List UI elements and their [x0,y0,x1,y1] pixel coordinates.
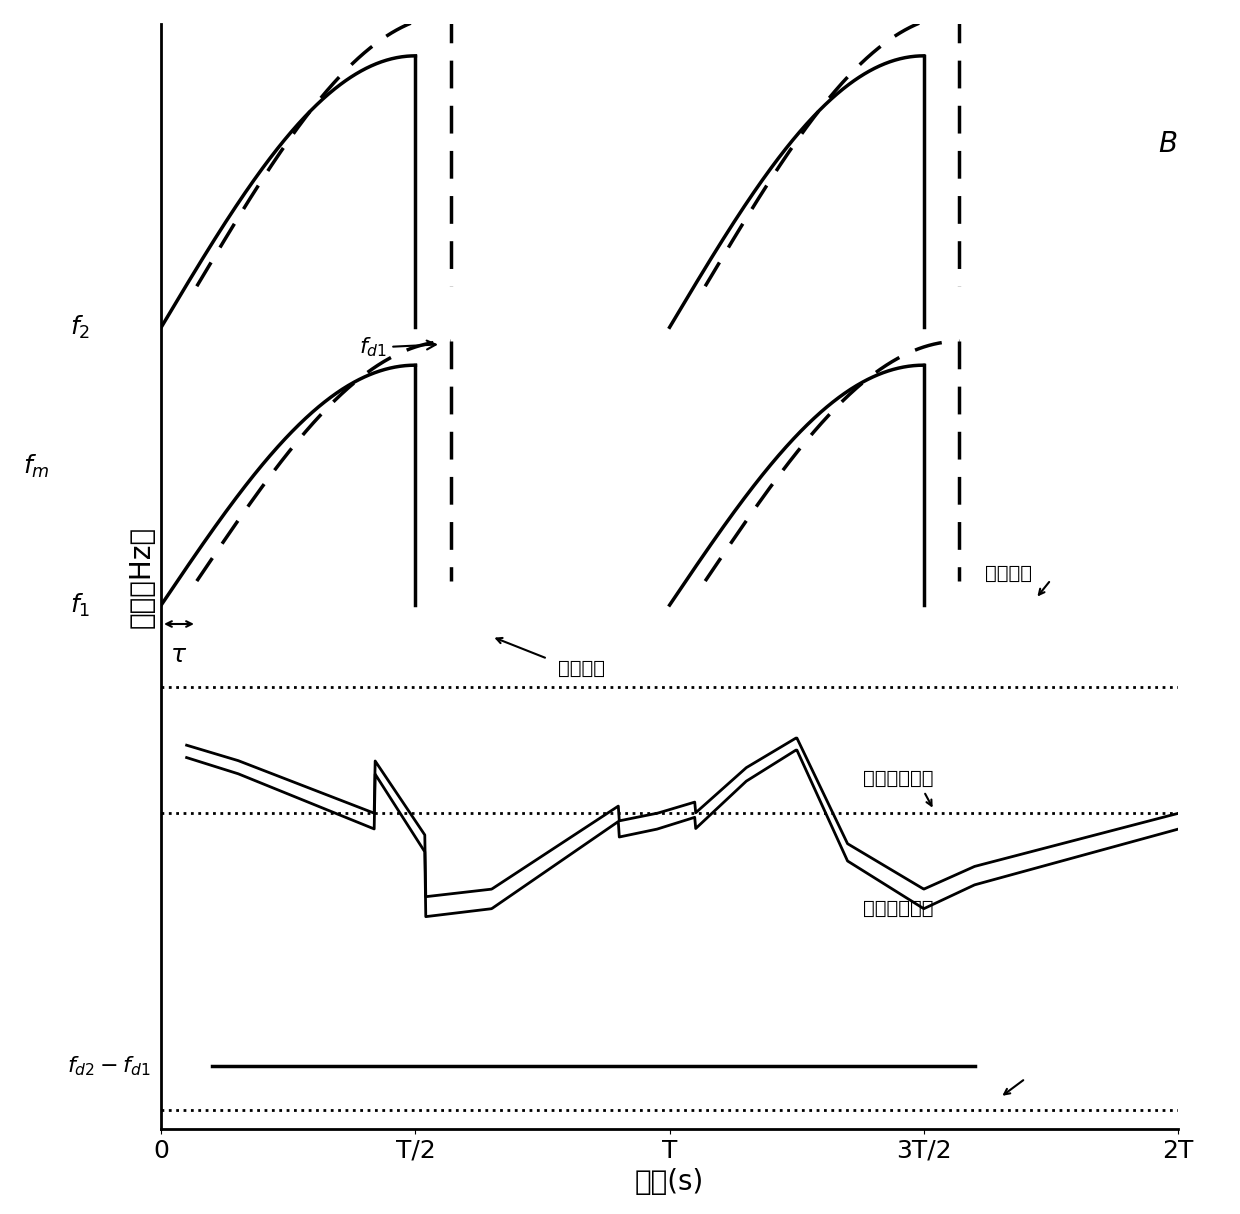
Text: 光学拍频信号: 光学拍频信号 [863,770,934,788]
Text: 发射信号: 发射信号 [558,659,605,677]
Text: $f_2$: $f_2$ [69,313,91,341]
Text: $f_{d2}-f_{d1}$: $f_{d2}-f_{d1}$ [67,1054,151,1078]
Text: $B$: $B$ [1158,130,1177,158]
Text: $f_m$: $f_m$ [22,453,50,480]
Text: 回波信号: 回波信号 [985,565,1032,583]
X-axis label: 时间(s): 时间(s) [635,1168,704,1196]
Text: $\tau$: $\tau$ [170,643,187,666]
Y-axis label: 频率（Hz）: 频率（Hz） [128,526,156,628]
Text: $f_1$: $f_1$ [69,591,91,619]
Text: 微波拍频信号: 微波拍频信号 [863,898,934,918]
Text: $f_{d1}$: $f_{d1}$ [360,336,435,359]
